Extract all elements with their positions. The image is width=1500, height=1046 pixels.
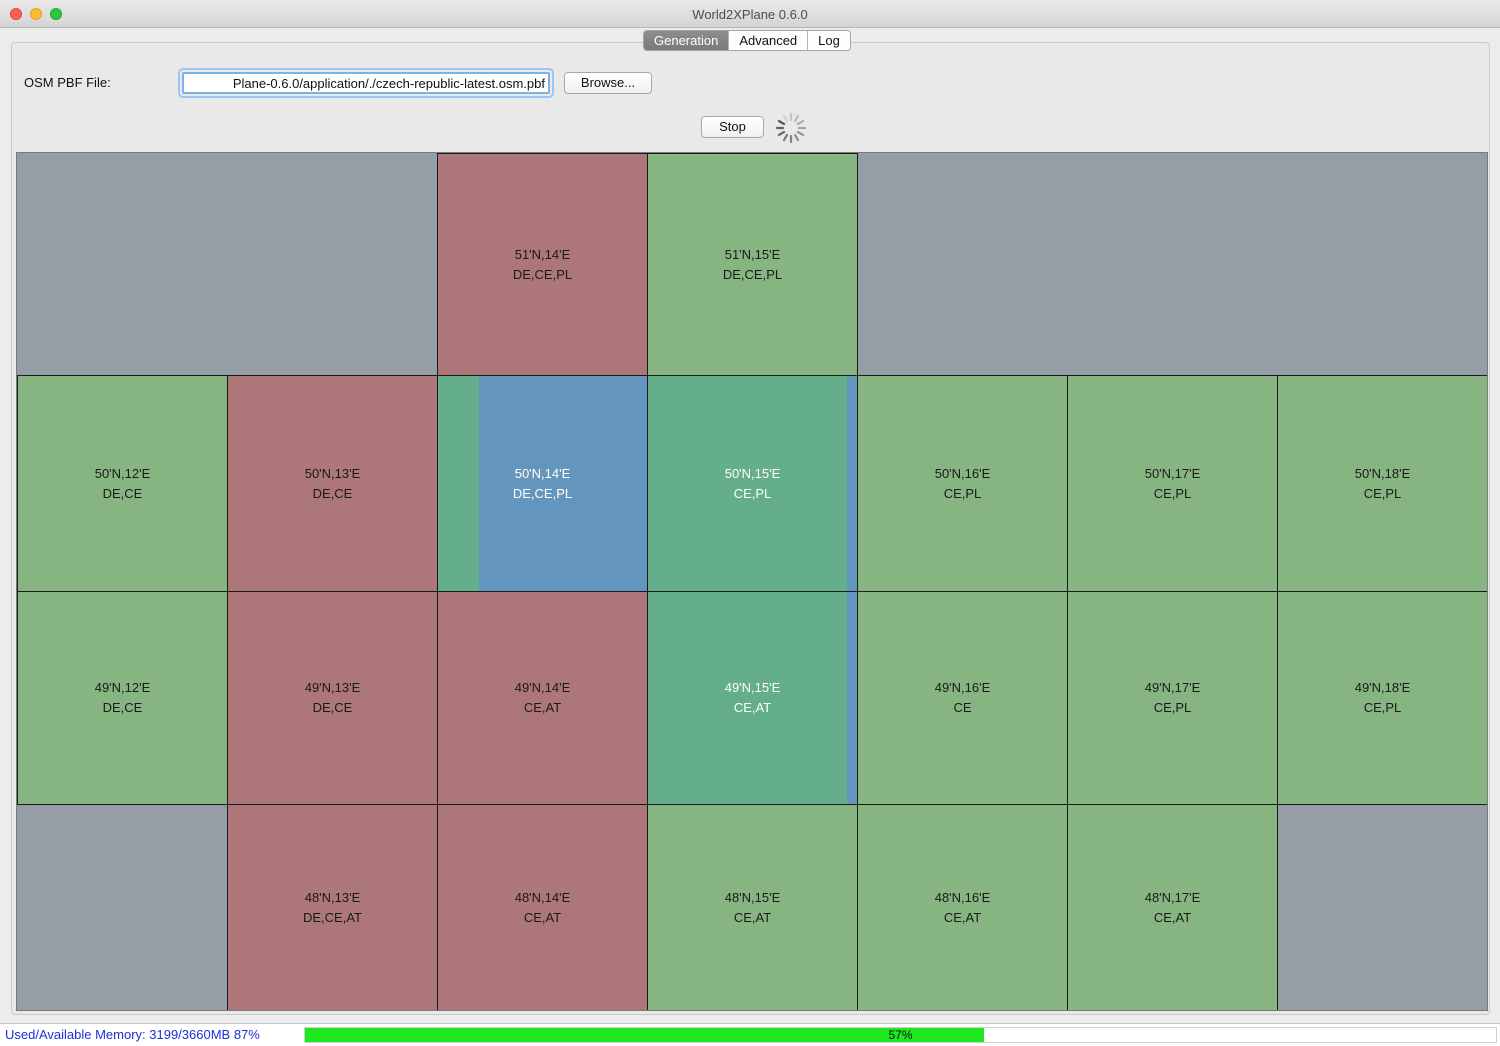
title-bar: World2XPlane 0.6.0	[0, 0, 1500, 28]
tile-48n14e[interactable]: 48'N,14'E CE,AT	[437, 804, 648, 1010]
tile-progress-strip	[847, 592, 857, 804]
tile-coordinates: 49'N,15'E	[724, 680, 781, 695]
status-bar: Used/Available Memory: 3199/3660MB 87% 5…	[0, 1023, 1500, 1046]
osm-file-label: OSM PBF File:	[24, 75, 111, 90]
tile-countries: CE,PL	[1363, 700, 1402, 715]
tile-countries: CE,AT	[523, 700, 562, 715]
tile-coordinates: 49'N,16'E	[934, 680, 991, 695]
tab-advanced[interactable]: Advanced	[729, 31, 809, 50]
tile-coordinates: 50'N,13'E	[304, 465, 361, 481]
tile-coordinates: 49'N,13'E	[304, 680, 361, 695]
tab-log[interactable]: Log	[808, 31, 850, 50]
tile-countries: DE,CE	[312, 485, 353, 501]
tile-progress-strip	[438, 376, 479, 591]
progress-bar: 57%	[304, 1027, 1497, 1043]
tile-countries: DE,CE	[312, 700, 353, 715]
tile-countries: CE,AT	[1153, 910, 1192, 925]
tile-coordinates: 48'N,14'E	[514, 890, 571, 905]
tile-51n15e[interactable]: 51'N,15'E DE,CE,PL	[647, 153, 858, 376]
tile-49n16e[interactable]: 49'N,16'E CE	[857, 591, 1068, 805]
tile-countries: CE,PL	[1363, 485, 1402, 501]
tile-coordinates: 48'N,13'E	[304, 890, 361, 905]
tile-49n13e[interactable]: 49'N,13'E DE,CE	[227, 591, 438, 805]
tile-coordinates: 49'N,14'E	[514, 680, 571, 695]
tile-coordinates: 51'N,15'E	[724, 246, 781, 262]
tile-map: 51'N,14'E DE,CE,PL 51'N,15'E DE,CE,PL 50'N,1…	[16, 152, 1488, 1011]
tile-49n14e[interactable]: 49'N,14'E CE,AT	[437, 591, 648, 805]
tile-countries: CE,AT	[943, 910, 982, 925]
tile-countries: DE,CE,PL	[512, 485, 573, 501]
tile-49n15e[interactable]: 49'N,15'E CE,AT	[647, 591, 858, 805]
window-title: World2XPlane 0.6.0	[692, 7, 808, 22]
tile-countries: CE,AT	[733, 700, 772, 715]
tile-countries: CE	[953, 700, 972, 715]
progress-percent: 57%	[888, 1028, 913, 1042]
tile-48n17e[interactable]: 48'N,17'E CE,AT	[1067, 804, 1278, 1010]
tab-generation[interactable]: Generation	[644, 31, 730, 50]
tile-coordinates: 49'N,17'E	[1144, 680, 1201, 695]
tile-coordinates: 50'N,15'E	[724, 465, 781, 481]
tile-50n14e[interactable]: 50'N,14'E DE,CE,PL	[437, 375, 648, 592]
tile-progress-strip	[847, 376, 857, 591]
tile-countries: DE,CE,AT	[303, 910, 362, 925]
loading-spinner-icon	[775, 112, 807, 144]
tile-countries: CE,PL	[1153, 700, 1192, 715]
tile-countries: DE,CE	[102, 485, 143, 501]
tile-coordinates: 48'N,15'E	[724, 890, 781, 905]
tile-49n18e[interactable]: 49'N,18'E CE,PL	[1277, 591, 1487, 805]
tile-countries: CE,AT	[523, 910, 562, 925]
tile-50n12e[interactable]: 50'N,12'E DE,CE	[17, 375, 228, 592]
maximize-window-button[interactable]	[50, 8, 62, 20]
tab-bar: Generation Advanced Log	[643, 30, 851, 51]
tile-coordinates: 50'N,14'E	[514, 465, 571, 481]
tile-50n13e[interactable]: 50'N,13'E DE,CE	[227, 375, 438, 592]
tile-coordinates: 50'N,12'E	[94, 465, 151, 481]
tile-coordinates: 50'N,18'E	[1354, 465, 1411, 481]
tile-50n17e[interactable]: 50'N,17'E CE,PL	[1067, 375, 1278, 592]
tile-coordinates: 50'N,16'E	[934, 465, 991, 481]
tile-countries: CE,PL	[943, 485, 982, 501]
tile-countries: DE,CE,PL	[722, 266, 783, 282]
tile-coordinates: 50'N,17'E	[1144, 465, 1201, 481]
tile-48n15e[interactable]: 48'N,15'E CE,AT	[647, 804, 858, 1010]
tile-coordinates: 51'N,14'E	[514, 246, 571, 262]
tile-48n16e[interactable]: 48'N,16'E CE,AT	[857, 804, 1068, 1010]
tile-countries: CE,PL	[1153, 485, 1192, 501]
tile-50n18e[interactable]: 50'N,18'E CE,PL	[1277, 375, 1487, 592]
tile-50n16e[interactable]: 50'N,16'E CE,PL	[857, 375, 1068, 592]
tile-coordinates: 49'N,18'E	[1354, 680, 1411, 695]
minimize-window-button[interactable]	[30, 8, 42, 20]
progress-bar-fill	[305, 1028, 984, 1042]
tile-countries: CE,PL	[733, 485, 772, 501]
tile-coordinates: 48'N,16'E	[934, 890, 991, 905]
stop-button[interactable]: Stop	[701, 116, 764, 138]
tile-countries: DE,CE	[102, 700, 143, 715]
tile-countries: CE,AT	[733, 910, 772, 925]
tile-countries: DE,CE,PL	[512, 266, 573, 282]
tile-coordinates: 49'N,12'E	[94, 680, 151, 695]
tile-49n12e[interactable]: 49'N,12'E DE,CE	[17, 591, 228, 805]
tile-48n13e[interactable]: 48'N,13'E DE,CE,AT	[227, 804, 438, 1010]
tile-49n17e[interactable]: 49'N,17'E CE,PL	[1067, 591, 1278, 805]
tile-51n14e[interactable]: 51'N,14'E DE,CE,PL	[437, 153, 648, 376]
memory-usage-text: Used/Available Memory: 3199/3660MB 87%	[5, 1027, 260, 1042]
tile-50n15e[interactable]: 50'N,15'E CE,PL	[647, 375, 858, 592]
osm-file-input[interactable]	[182, 72, 550, 94]
tile-coordinates: 48'N,17'E	[1144, 890, 1201, 905]
close-window-button[interactable]	[10, 8, 22, 20]
browse-button[interactable]: Browse...	[564, 72, 652, 94]
